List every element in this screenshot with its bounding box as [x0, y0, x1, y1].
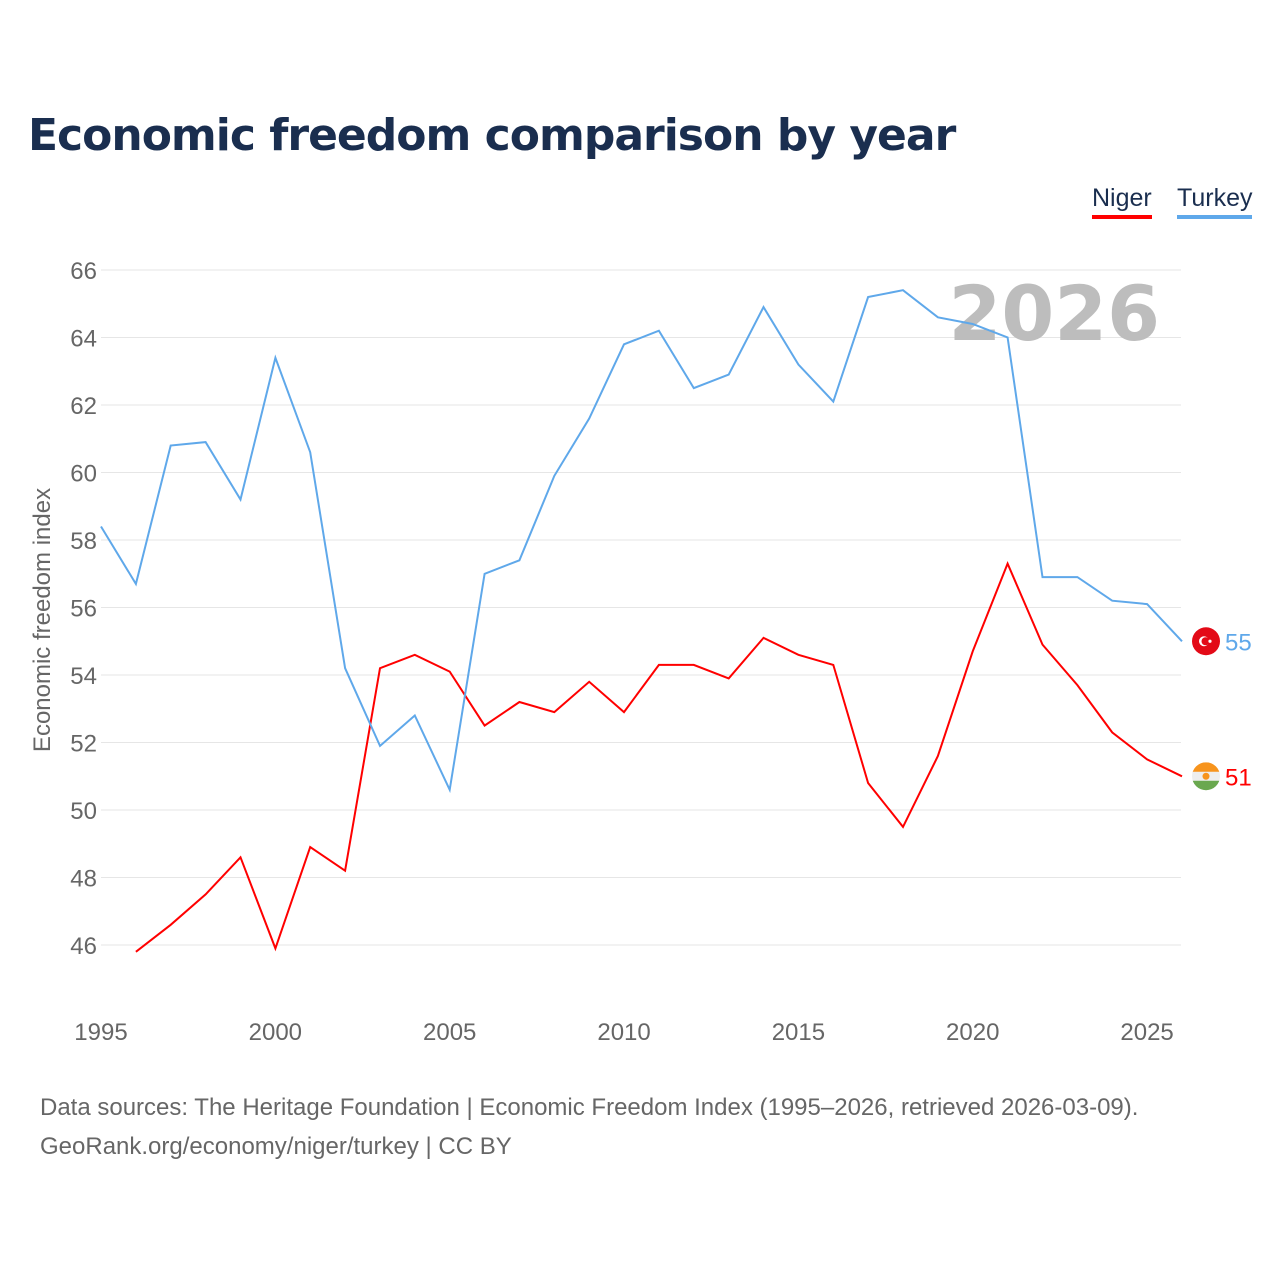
series-line-niger [135, 560, 1183, 953]
source-note: Data sources: The Heritage Foundation | … [40, 1088, 1138, 1166]
x-tick-label: 2005 [423, 1019, 476, 1046]
niger-flag-sun [1202, 772, 1210, 780]
chart-title: Economic freedom comparison by year [28, 110, 956, 161]
legend-niger[interactable]: Niger [1092, 184, 1152, 219]
x-tick-label: 1995 [74, 1019, 127, 1046]
y-tick-label: 60 [70, 461, 97, 488]
y-axis-label: Economic freedom index [29, 488, 56, 752]
x-tick-label: 2025 [1120, 1019, 1173, 1046]
line-chart: 46 48 50 52 54 56 58 60 62 64 66 1995 2000 2005 2010 20… [29, 258, 1252, 1046]
y-tick-label: 54 [70, 663, 97, 690]
turkey-flag-crescent-inner [1201, 637, 1210, 646]
end-label-turkey: 55 [1225, 629, 1252, 656]
niger-flag-icon [1192, 762, 1220, 773]
x-tick-label: 2020 [946, 1019, 999, 1046]
niger-flag-stripe [1192, 780, 1220, 791]
x-tick-label: 2010 [597, 1019, 650, 1046]
y-tick-label: 56 [70, 596, 97, 623]
y-tick-label: 66 [70, 258, 97, 285]
turkey-flag-star [1208, 639, 1212, 643]
y-tick-label: 58 [70, 528, 97, 555]
y-tick-label: 46 [70, 933, 97, 960]
source-line-2[interactable]: GeoRank.org/economy/niger/turkey | CC BY [40, 1133, 512, 1160]
y-tick-label: 64 [70, 326, 97, 353]
source-line-1: Data sources: The Heritage Foundation | … [40, 1094, 1139, 1121]
x-tick-label: 2000 [249, 1019, 302, 1046]
legend-turkey[interactable]: Turkey [1177, 184, 1253, 219]
year-watermark: 2026 [948, 269, 1160, 358]
y-tick-label: 48 [70, 866, 97, 893]
end-label-niger: 51 [1225, 764, 1252, 791]
x-tick-label: 2015 [772, 1019, 825, 1046]
y-tick-label: 50 [70, 798, 97, 825]
y-tick-label: 62 [70, 393, 97, 420]
y-tick-label: 52 [70, 731, 97, 758]
series-line-turkey [100, 289, 1183, 794]
